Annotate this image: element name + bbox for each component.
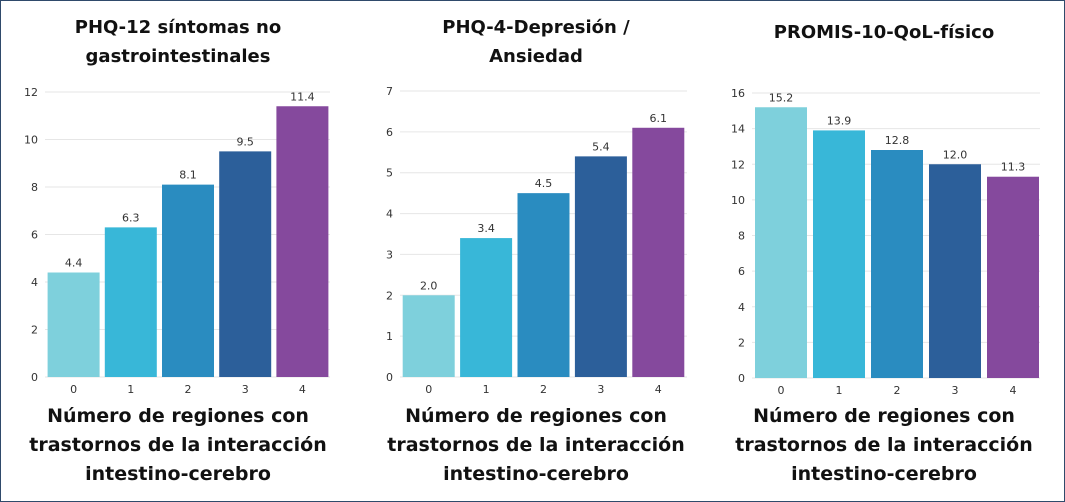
bar-value-label: 15.2 xyxy=(769,91,794,104)
y-tick-label: 4 xyxy=(31,276,38,289)
chart-title-line: PHQ-12 síntomas no xyxy=(75,17,281,38)
y-tick-label: 12 xyxy=(731,158,745,171)
x-axis-label-line: intestino-cerebro xyxy=(85,463,271,485)
x-axis-label-line: trastornos de la interacción xyxy=(735,434,1032,456)
bar xyxy=(517,193,570,377)
bar-value-label: 11.3 xyxy=(1001,161,1026,174)
y-tick-label: 8 xyxy=(738,230,745,243)
bar-value-label: 9.5 xyxy=(236,135,254,148)
y-tick-label: 2 xyxy=(738,336,745,349)
y-tick-label: 14 xyxy=(731,123,745,136)
y-tick-label: 5 xyxy=(386,167,393,180)
x-axis-label-line: Número de regiones con xyxy=(405,405,667,427)
bar-value-label: 12.8 xyxy=(885,134,910,147)
bar xyxy=(871,150,923,378)
y-tick-label: 0 xyxy=(31,371,38,384)
bar-value-label: 4.5 xyxy=(535,177,553,190)
bar-value-label: 12.0 xyxy=(943,148,968,161)
bar xyxy=(402,295,455,377)
bar xyxy=(987,176,1039,378)
x-tick-label: 0 xyxy=(70,383,77,396)
chart-title-line: PHQ-4-Depresión / xyxy=(442,17,630,38)
y-tick-label: 12 xyxy=(24,86,38,99)
chart-0: PHQ-12 síntomas no gastrointestinales 0 2 4 6… xyxy=(24,17,330,485)
bar-value-label: 5.4 xyxy=(592,140,610,153)
bar-value-label: 4.4 xyxy=(65,257,83,270)
x-tick-label: 1 xyxy=(483,383,490,396)
chart-title-line: gastrointestinales xyxy=(86,46,271,67)
chart-title-line: PROMIS-10-QoL-físico xyxy=(774,22,994,43)
x-tick-label: 2 xyxy=(894,384,901,397)
y-tick-label: 4 xyxy=(738,301,745,314)
bar xyxy=(219,151,272,377)
y-tick-label: 0 xyxy=(386,371,393,384)
y-tick-label: 3 xyxy=(386,248,393,261)
bar xyxy=(460,238,513,377)
x-tick-label: 0 xyxy=(425,383,432,396)
bar xyxy=(929,164,981,378)
x-axis-label-line: Número de regiones con xyxy=(753,405,1015,427)
y-tick-label: 1 xyxy=(386,330,393,343)
x-tick-label: 4 xyxy=(299,383,306,396)
y-tick-label: 6 xyxy=(386,126,393,139)
bar-value-label: 2.0 xyxy=(420,279,438,292)
bar xyxy=(632,127,685,378)
y-tick-label: 4 xyxy=(386,208,393,221)
chart-title-line: Ansiedad xyxy=(489,46,583,67)
x-axis-label-line: Número de regiones con xyxy=(47,405,309,427)
x-tick-label: 1 xyxy=(127,383,134,396)
y-tick-label: 2 xyxy=(386,289,393,302)
bar xyxy=(276,106,329,377)
y-tick-label: 7 xyxy=(386,85,393,98)
x-tick-label: 3 xyxy=(952,384,959,397)
bar xyxy=(755,107,807,378)
y-tick-label: 6 xyxy=(738,265,745,278)
x-axis-label-line: intestino-cerebro xyxy=(791,463,977,485)
x-tick-label: 3 xyxy=(242,383,249,396)
y-tick-label: 0 xyxy=(738,372,745,385)
bar-value-label: 6.3 xyxy=(122,211,140,224)
bar-value-label: 8.1 xyxy=(179,169,197,182)
bar xyxy=(47,272,100,377)
bar xyxy=(162,184,214,377)
chart-1: PHQ-4-Depresión / Ansiedad 0 1 2 3 4 5 6 7 2.0 0 3.4… xyxy=(386,17,687,485)
x-tick-label: 4 xyxy=(1010,384,1017,397)
x-tick-label: 0 xyxy=(778,384,785,397)
bar-value-label: 3.4 xyxy=(477,222,495,235)
y-tick-label: 2 xyxy=(31,324,38,337)
y-tick-label: 10 xyxy=(731,194,745,207)
x-tick-label: 1 xyxy=(836,384,843,397)
bar xyxy=(104,227,157,377)
x-tick-label: 3 xyxy=(597,383,604,396)
x-tick-label: 2 xyxy=(185,383,192,396)
x-tick-label: 4 xyxy=(655,383,662,396)
bar xyxy=(813,130,865,378)
x-axis-label-line: trastornos de la interacción xyxy=(29,434,326,456)
y-tick-label: 8 xyxy=(31,181,38,194)
y-tick-label: 6 xyxy=(31,229,38,242)
x-axis-label-line: trastornos de la interacción xyxy=(387,434,684,456)
bar-value-label: 6.1 xyxy=(650,112,668,125)
x-tick-label: 2 xyxy=(540,383,547,396)
y-tick-label: 10 xyxy=(24,134,38,147)
x-axis-label-line: intestino-cerebro xyxy=(443,463,629,485)
y-tick-label: 16 xyxy=(731,87,745,100)
bar-value-label: 11.4 xyxy=(290,90,315,103)
bar-value-label: 13.9 xyxy=(827,114,852,127)
bar xyxy=(574,156,627,377)
